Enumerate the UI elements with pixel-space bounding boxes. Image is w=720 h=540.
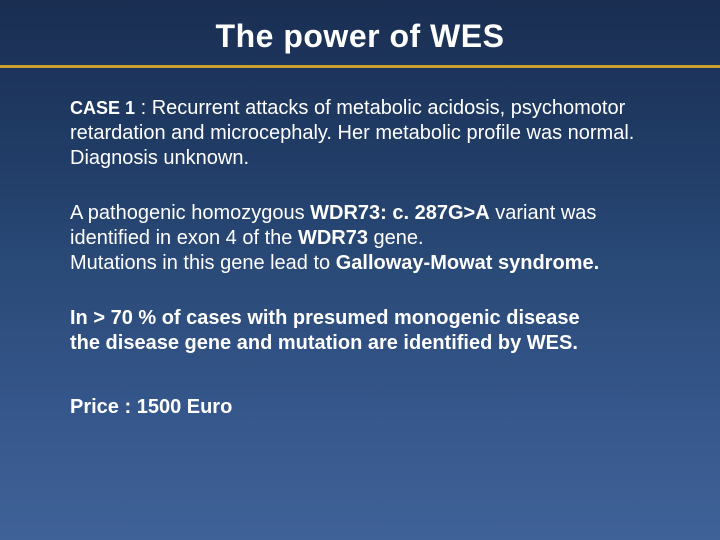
- finding-pre2: Mutations in this gene lead to: [70, 252, 336, 274]
- price-line: Price : 1500 Euro: [70, 396, 650, 419]
- finding-paragraph: A pathogenic homozygous WDR73: c. 287G>A…: [70, 201, 650, 276]
- finding-post2: gene.: [368, 227, 424, 249]
- finding-syndrome: Galloway-Mowat syndrome.: [336, 252, 599, 274]
- stat-line2: the disease gene and mutation are identi…: [70, 332, 578, 354]
- slide-title: The power of WES: [0, 18, 720, 55]
- stat-line1: In > 70 % of cases with presumed monogen…: [70, 307, 580, 329]
- case-paragraph: CASE 1 : Recurrent attacks of metabolic …: [70, 96, 650, 171]
- finding-variant: WDR73: c. 287G>A: [310, 202, 490, 224]
- title-block: The power of WES: [0, 0, 720, 55]
- stat-paragraph: In > 70 % of cases with presumed monogen…: [70, 306, 650, 356]
- case-description: Recurrent attacks of metabolic acidosis,…: [70, 97, 634, 169]
- case-separator: :: [135, 97, 152, 119]
- finding-gene: WDR73: [298, 227, 368, 249]
- case-label: CASE 1: [70, 98, 135, 118]
- finding-pre1: A pathogenic homozygous: [70, 202, 310, 224]
- slide: The power of WES CASE 1 : Recurrent atta…: [0, 0, 720, 540]
- slide-body: CASE 1 : Recurrent attacks of metabolic …: [0, 68, 720, 419]
